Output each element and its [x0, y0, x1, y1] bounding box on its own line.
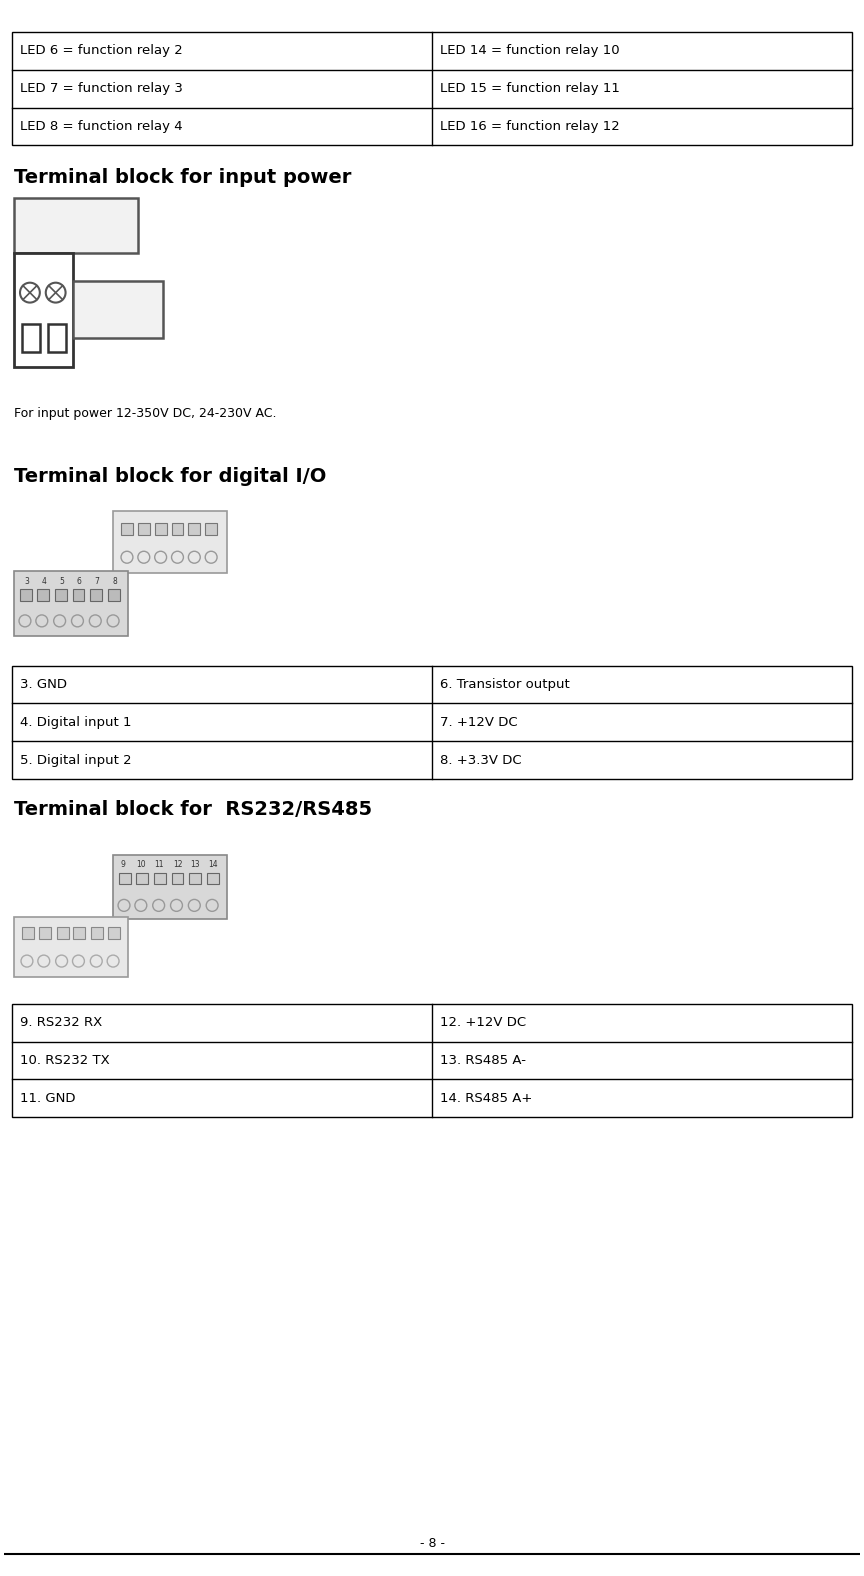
- Text: 7: 7: [95, 577, 99, 586]
- Text: 3: 3: [24, 577, 29, 586]
- Text: 14. RS485 A+: 14. RS485 A+: [440, 1092, 532, 1105]
- Bar: [154, 873, 166, 884]
- Text: 12. +12V DC: 12. +12V DC: [440, 1017, 526, 1029]
- Bar: [91, 589, 102, 600]
- Bar: [22, 927, 34, 939]
- Text: 9. RS232 RX: 9. RS232 RX: [20, 1017, 102, 1029]
- Bar: [12, 665, 852, 779]
- Bar: [37, 589, 48, 600]
- Text: 5. Digital input 2: 5. Digital input 2: [20, 753, 131, 766]
- Bar: [207, 873, 219, 884]
- Text: 5: 5: [59, 577, 64, 586]
- Bar: [14, 252, 73, 367]
- Bar: [12, 32, 852, 145]
- Text: 8. +3.3V DC: 8. +3.3V DC: [440, 753, 522, 766]
- Text: 4. Digital input 1: 4. Digital input 1: [20, 716, 131, 728]
- Text: 10. RS232 TX: 10. RS232 TX: [20, 1054, 110, 1067]
- Text: LED 15 = function relay 11: LED 15 = function relay 11: [440, 82, 619, 95]
- Bar: [73, 589, 85, 600]
- Text: 13: 13: [190, 859, 200, 868]
- Text: LED 14 = function relay 10: LED 14 = function relay 10: [440, 44, 619, 57]
- Text: 4: 4: [41, 577, 46, 586]
- Text: LED 6 = function relay 2: LED 6 = function relay 2: [20, 44, 183, 57]
- Text: 3. GND: 3. GND: [20, 678, 67, 690]
- Bar: [206, 523, 217, 536]
- Bar: [14, 571, 128, 635]
- Bar: [48, 325, 66, 353]
- Text: LED 8 = function relay 4: LED 8 = function relay 4: [20, 120, 182, 132]
- Text: For input power 12-350V DC, 24-230V AC.: For input power 12-350V DC, 24-230V AC.: [14, 407, 276, 421]
- Bar: [138, 523, 149, 536]
- Bar: [92, 927, 103, 939]
- Text: 11. GND: 11. GND: [20, 1092, 75, 1105]
- Bar: [54, 589, 67, 600]
- Bar: [155, 523, 167, 536]
- Bar: [73, 927, 86, 939]
- Bar: [12, 1004, 852, 1117]
- Text: 7. +12V DC: 7. +12V DC: [440, 716, 518, 728]
- Text: 10: 10: [136, 859, 146, 868]
- Bar: [172, 873, 183, 884]
- Text: 11: 11: [154, 859, 163, 868]
- Bar: [14, 917, 128, 977]
- Text: 12: 12: [173, 859, 182, 868]
- Bar: [22, 325, 40, 353]
- Bar: [14, 199, 138, 252]
- Text: LED 7 = function relay 3: LED 7 = function relay 3: [20, 82, 183, 95]
- Text: LED 16 = function relay 12: LED 16 = function relay 12: [440, 120, 619, 132]
- Text: Terminal block for input power: Terminal block for input power: [14, 169, 352, 188]
- Text: 9: 9: [121, 859, 125, 868]
- Text: 14: 14: [208, 859, 218, 868]
- Bar: [136, 873, 148, 884]
- Bar: [189, 873, 201, 884]
- Bar: [113, 512, 227, 574]
- Text: 8: 8: [112, 577, 118, 586]
- Bar: [39, 927, 51, 939]
- Text: 6. Transistor output: 6. Transistor output: [440, 678, 569, 690]
- Text: 6: 6: [77, 577, 82, 586]
- Bar: [172, 523, 183, 536]
- Text: 13. RS485 A-: 13. RS485 A-: [440, 1054, 526, 1067]
- Bar: [20, 589, 32, 600]
- Text: - 8 -: - 8 -: [420, 1538, 444, 1551]
- Bar: [73, 281, 162, 339]
- Bar: [188, 523, 200, 536]
- Bar: [57, 927, 68, 939]
- Bar: [108, 927, 120, 939]
- Bar: [108, 589, 120, 600]
- Text: Terminal block for digital I/O: Terminal block for digital I/O: [14, 466, 327, 485]
- Bar: [113, 854, 227, 919]
- Bar: [119, 873, 131, 884]
- Text: Terminal block for  RS232/RS485: Terminal block for RS232/RS485: [14, 801, 372, 820]
- Bar: [121, 523, 133, 536]
